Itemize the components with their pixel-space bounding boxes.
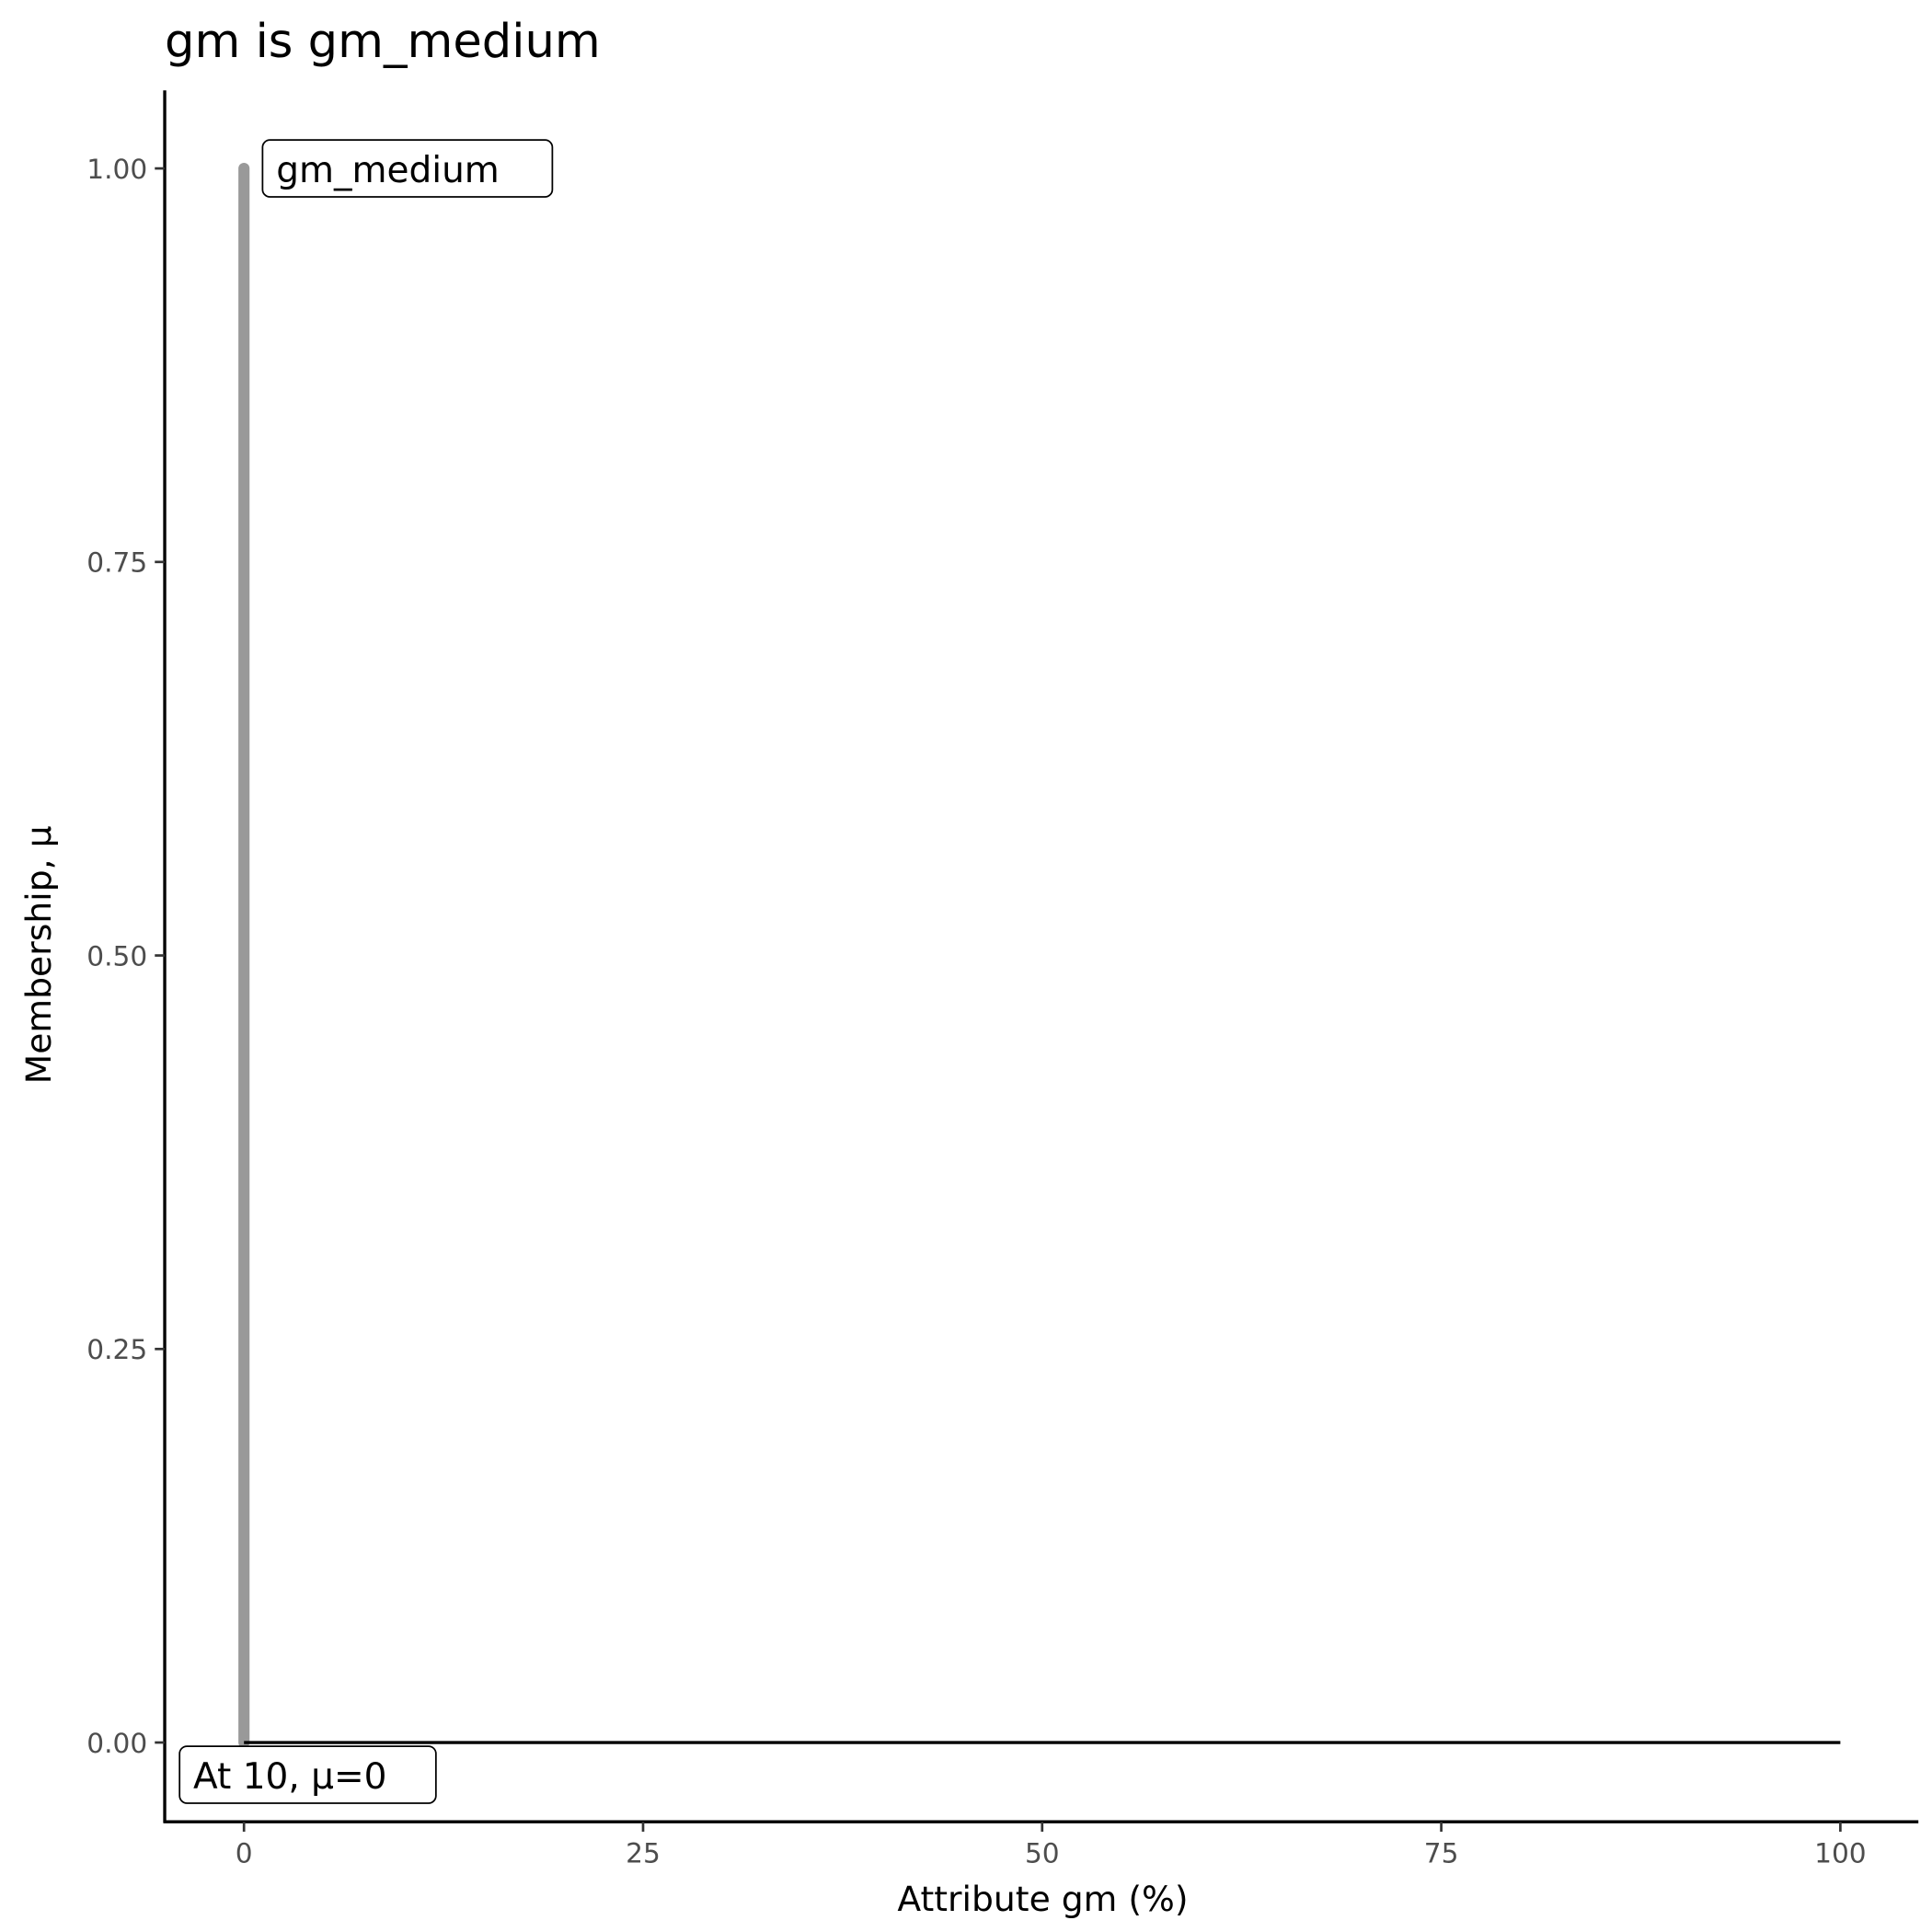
annotation-text: gm_medium: [276, 150, 500, 191]
y-axis-title: Membership, μ: [18, 825, 59, 1084]
annotation-label-top: gm_medium: [261, 139, 554, 198]
annotation-box: [178, 1745, 437, 1804]
y-tick-label: 1.00: [86, 154, 147, 185]
chart-title: gm is gm_medium: [165, 15, 601, 69]
annotation-text: At 10, μ=0: [193, 1756, 387, 1798]
x-axis-ticks: 0 25 50 75 100: [236, 1822, 1867, 1869]
x-tick-label: 25: [626, 1838, 661, 1869]
x-axis-title: Attribute gm (%): [897, 1879, 1188, 1919]
y-tick-label: 0.25: [86, 1334, 147, 1365]
x-tick-label: 0: [236, 1838, 253, 1869]
x-tick-label: 75: [1424, 1838, 1459, 1869]
y-tick-label: 0.50: [86, 940, 147, 972]
y-tick-label: 0.00: [86, 1728, 147, 1759]
x-tick-label: 50: [1025, 1838, 1060, 1869]
plot-area: [238, 163, 1841, 1749]
y-axis-ticks: 0.00 0.25 0.50 0.75 1.00: [86, 154, 166, 1759]
annotation-box: [261, 139, 554, 198]
y-tick-label: 0.75: [86, 547, 147, 579]
x-tick-label: 100: [1814, 1838, 1867, 1869]
annotation-label-bottom: At 10, μ=0: [178, 1745, 437, 1804]
